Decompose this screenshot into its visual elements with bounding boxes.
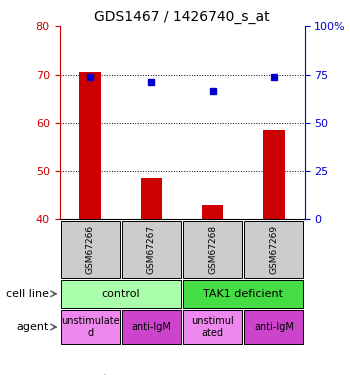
Bar	[263, 130, 285, 219]
Text: unstimul
ated: unstimul ated	[191, 316, 234, 338]
Bar	[202, 205, 223, 219]
Bar	[141, 178, 162, 219]
Bar	[79, 72, 101, 219]
Text: TAK1 deficient: TAK1 deficient	[203, 289, 283, 299]
Text: anti-IgM: anti-IgM	[254, 322, 294, 332]
Text: GSM67268: GSM67268	[208, 225, 217, 274]
Text: GSM67266: GSM67266	[86, 225, 94, 274]
Text: unstimulate
d: unstimulate d	[61, 316, 119, 338]
Text: agent: agent	[17, 322, 49, 332]
Title: GDS1467 / 1426740_s_at: GDS1467 / 1426740_s_at	[94, 10, 270, 24]
Text: anti-IgM: anti-IgM	[132, 322, 171, 332]
Text: cell line: cell line	[6, 289, 49, 299]
Text: GSM67267: GSM67267	[147, 225, 156, 274]
Text: control: control	[102, 289, 140, 299]
Text: GSM67269: GSM67269	[270, 225, 278, 274]
